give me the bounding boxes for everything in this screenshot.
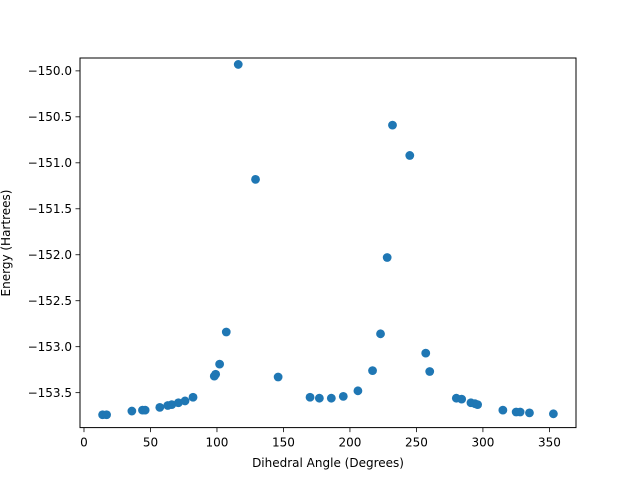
data-point xyxy=(251,174,260,184)
data-point xyxy=(457,394,467,404)
data-point xyxy=(382,253,392,262)
x-tick-label: 100 xyxy=(206,436,229,450)
x-axis-ticks: 0 50 100 150 200 250 300 350 xyxy=(80,427,561,450)
x-tick-label: 200 xyxy=(338,436,361,450)
data-point xyxy=(221,327,231,337)
data-point xyxy=(174,398,183,408)
data-point xyxy=(338,391,348,401)
data-point xyxy=(215,359,225,369)
data-point xyxy=(353,386,363,396)
x-tick-label: 50 xyxy=(143,436,158,450)
data-point xyxy=(167,400,177,410)
data-point xyxy=(188,392,198,402)
data-point xyxy=(305,392,315,402)
data-point xyxy=(211,369,221,379)
x-tick-label: 0 xyxy=(80,436,88,450)
data-point xyxy=(273,372,283,382)
x-axis-label: Dihedral Angle (Degrees) xyxy=(252,456,404,470)
data-point xyxy=(314,393,324,403)
data-point xyxy=(425,367,435,376)
x-tick-label: 350 xyxy=(538,436,561,450)
data-point xyxy=(326,393,336,403)
data-point xyxy=(421,348,431,358)
data-point xyxy=(180,396,190,406)
data-point xyxy=(368,366,377,375)
data-point xyxy=(515,407,525,417)
y-tick-label: −153.0 xyxy=(28,340,72,354)
x-tick-label: 300 xyxy=(471,436,494,450)
x-tick-label: 150 xyxy=(272,436,295,450)
data-point xyxy=(405,151,415,160)
data-point xyxy=(498,405,508,415)
data-point xyxy=(127,406,137,416)
y-tick-label: −150.0 xyxy=(28,64,72,78)
y-tick-label: −152.0 xyxy=(28,248,72,262)
y-tick-label: −153.5 xyxy=(28,386,72,400)
data-point xyxy=(473,400,482,410)
data-point xyxy=(388,120,397,130)
data-point xyxy=(102,410,111,420)
plot-area-frame xyxy=(79,57,577,429)
y-axis-label: Energy (Hartrees) xyxy=(0,190,13,297)
y-tick-label: −152.5 xyxy=(28,294,72,308)
data-point xyxy=(155,402,165,412)
y-tick-label: −151.5 xyxy=(28,202,72,216)
y-tick-label: −151.0 xyxy=(28,156,72,170)
data-point xyxy=(233,60,243,69)
x-tick-label: 250 xyxy=(405,436,428,450)
data-point xyxy=(525,408,534,418)
data-point xyxy=(140,405,150,415)
y-tick-label: −150.5 xyxy=(28,110,72,124)
y-axis-ticks: −150.0 −150.5 −151.0 −151.5 −152.0 −152.5 −153… xyxy=(28,64,80,400)
data-point xyxy=(548,409,558,419)
data-points xyxy=(98,60,558,420)
data-point xyxy=(376,329,385,339)
